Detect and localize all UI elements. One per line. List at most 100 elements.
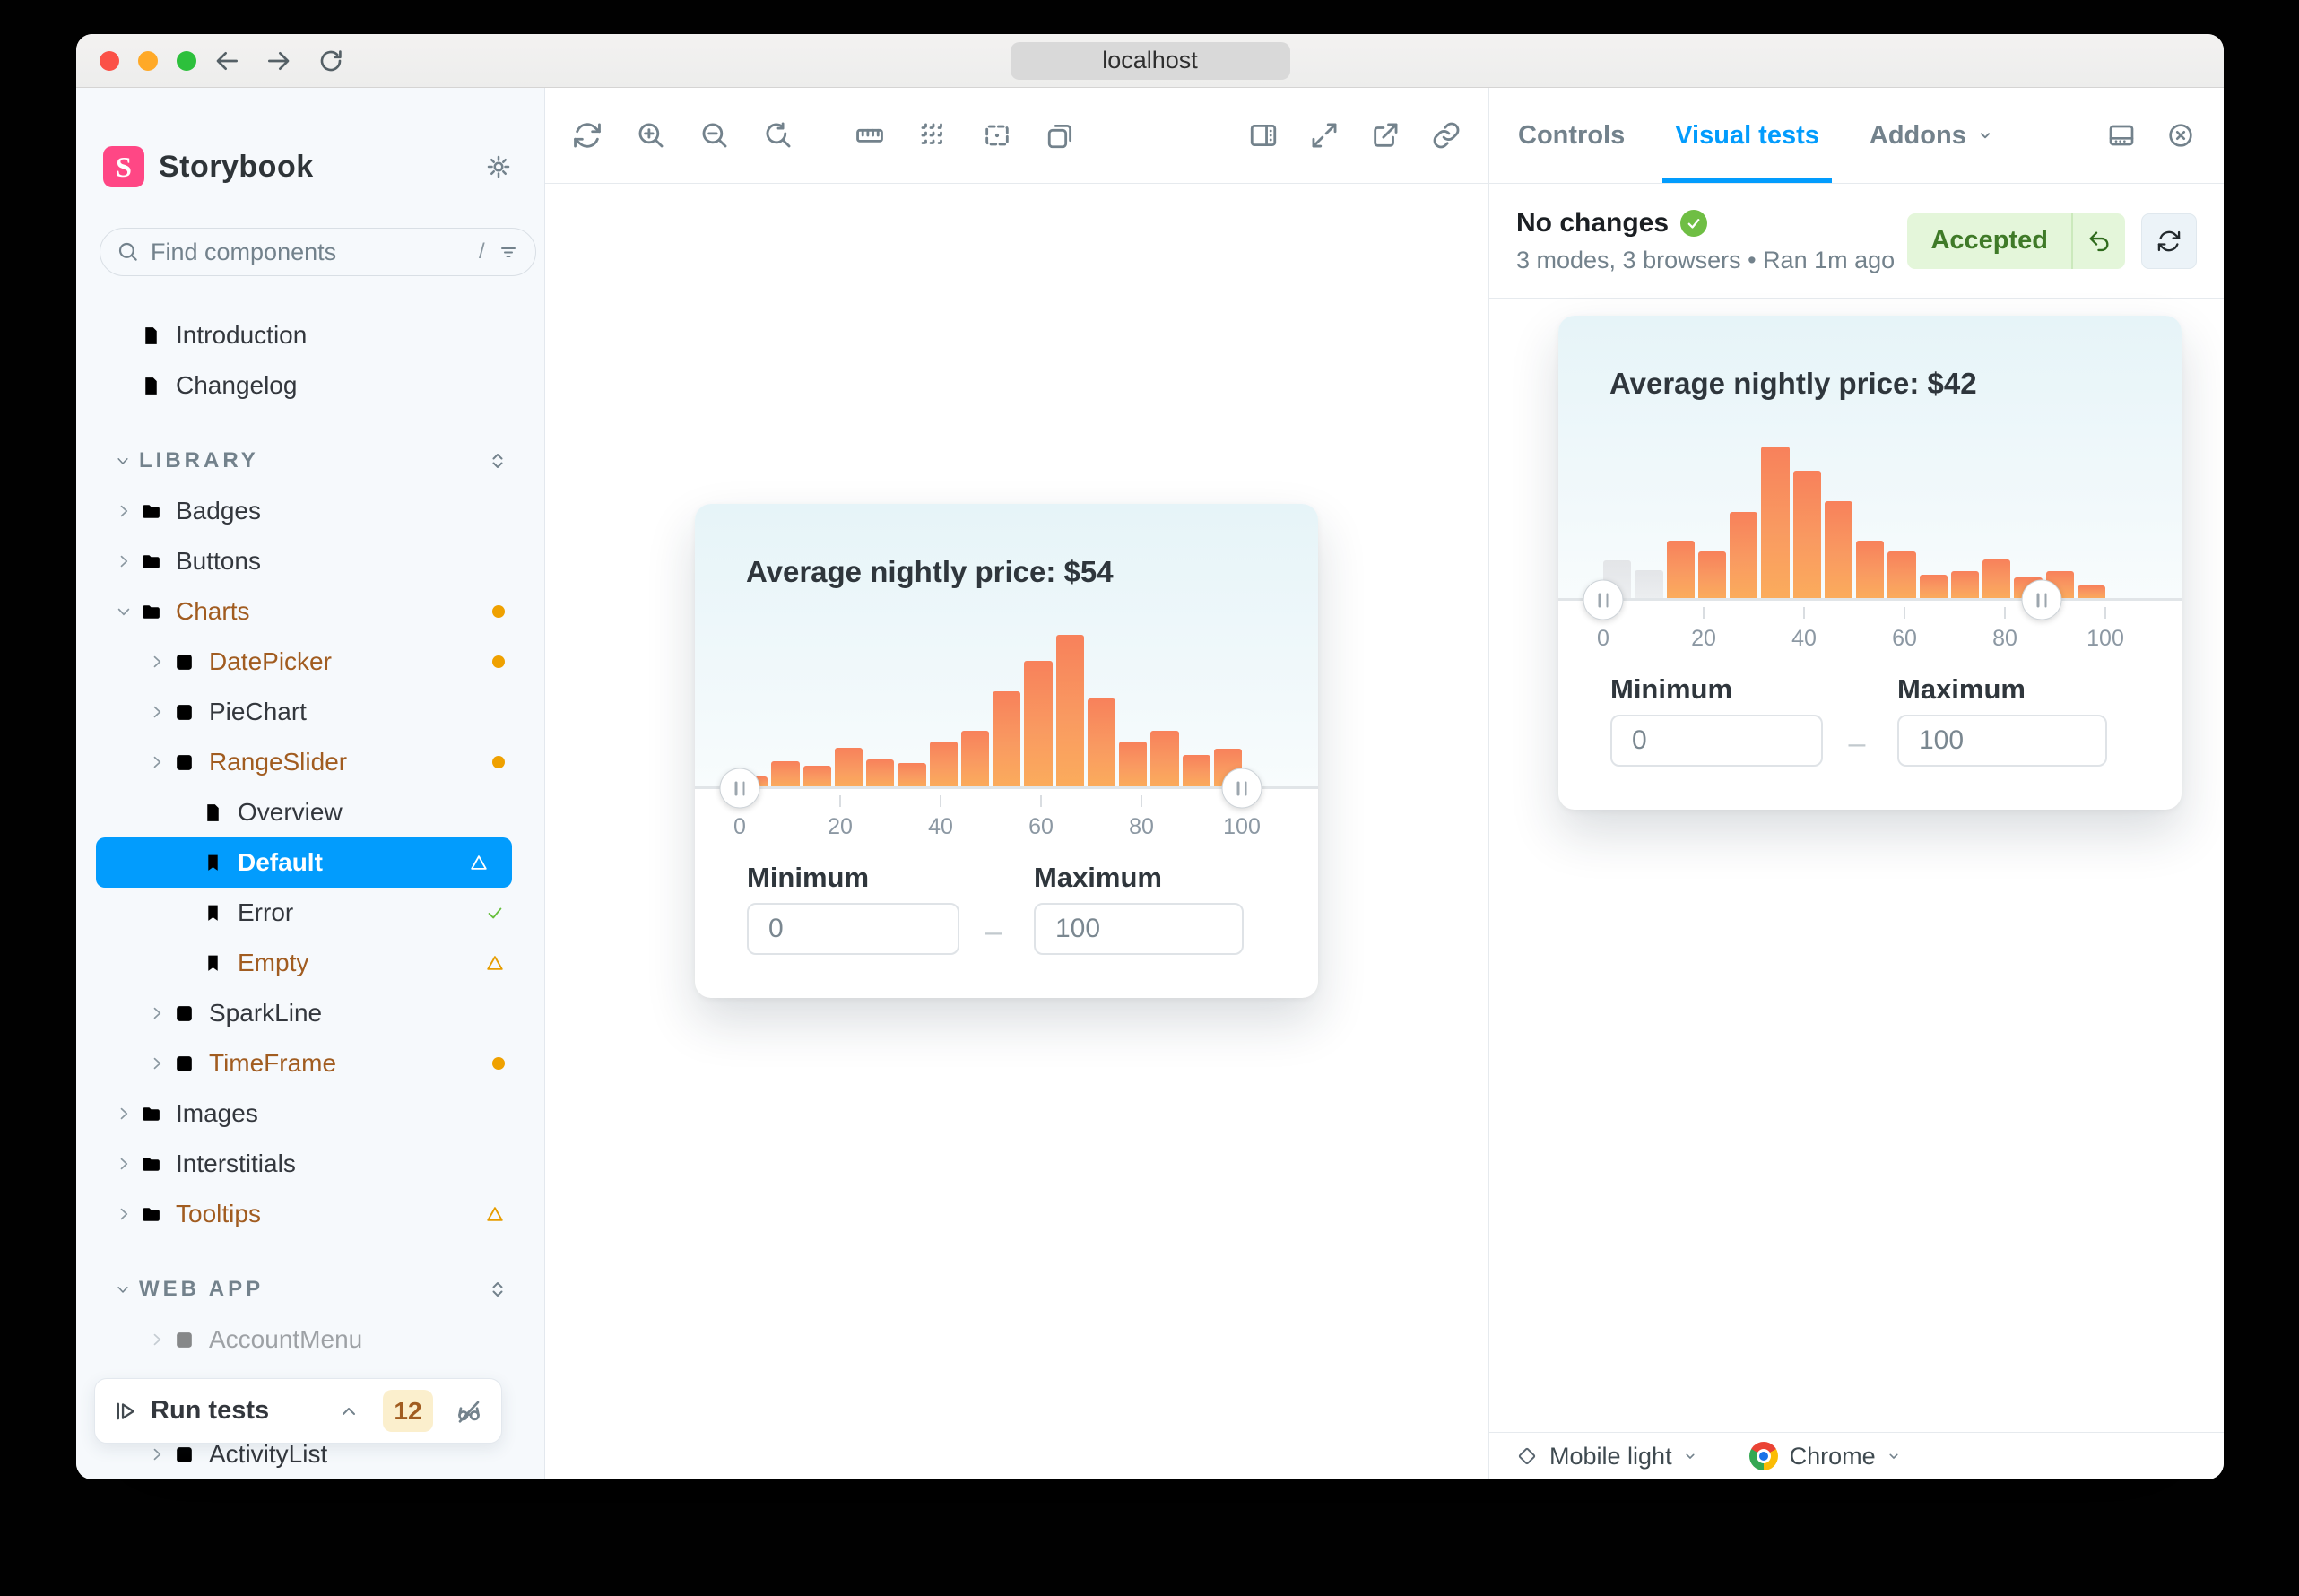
axis-tick-label: 0 [1597, 626, 1609, 651]
run-tests-bar[interactable]: Run tests 12 [94, 1378, 502, 1444]
tab-controls[interactable]: Controls [1518, 120, 1626, 150]
mode-selector[interactable]: Mobile light [1516, 1443, 1699, 1470]
panel-position-icon[interactable] [2107, 121, 2136, 150]
range-slider-handle[interactable] [719, 768, 760, 809]
slider-track[interactable] [695, 786, 1318, 789]
run-tests-play-icon[interactable] [113, 1399, 138, 1424]
browser-titlebar: localhost [76, 34, 2224, 88]
histogram-bar [1055, 635, 1084, 787]
histogram-bar [866, 759, 895, 787]
remount-icon[interactable] [572, 120, 603, 151]
maximum-input[interactable] [1897, 715, 2107, 767]
reload-icon[interactable] [317, 47, 345, 75]
sidebar-item-sparkline[interactable]: SparkLine [76, 988, 544, 1038]
expand-collapse-icon[interactable] [487, 450, 508, 472]
component-icon [173, 751, 195, 774]
chevron-down-icon [115, 453, 131, 469]
sidebar-item-piechart[interactable]: PieChart [76, 687, 544, 737]
sidebar-item-timeframe[interactable]: TimeFrame [76, 1038, 544, 1089]
component-icon [173, 651, 195, 673]
sidebar-item-accountmenu[interactable]: AccountMenu [76, 1314, 544, 1365]
sidebar-item-rangeslider[interactable]: RangeSlider [76, 737, 544, 787]
unaccept-button[interactable] [2071, 213, 2125, 269]
component-icon [173, 701, 195, 724]
sidebar-item-empty[interactable]: Empty [76, 938, 544, 988]
watch-mode-icon[interactable] [455, 1397, 483, 1426]
sidebar-item-images[interactable]: Images [76, 1089, 544, 1139]
test-count-badge[interactable]: 12 [383, 1390, 433, 1432]
histogram-area: Average nightly price: $54 [695, 504, 1318, 787]
sidebar-section-webapp[interactable]: WEB APP [76, 1264, 544, 1314]
storybook-logo-icon: S [103, 146, 144, 187]
tab-visual-tests[interactable]: Visual tests [1662, 88, 1832, 183]
sidebar-item-datepicker[interactable]: DatePicker [76, 637, 544, 687]
sidebar-item-overview[interactable]: Overview [76, 787, 544, 837]
slider-track[interactable] [1558, 598, 2182, 601]
back-icon[interactable] [213, 47, 241, 75]
range-slider-handle[interactable] [1221, 768, 1262, 809]
minimum-input[interactable] [747, 903, 959, 955]
chevron-up-icon[interactable] [338, 1401, 360, 1422]
axis-tick [1141, 795, 1142, 807]
chevron-right-icon [115, 1105, 133, 1123]
histogram-bar [802, 766, 831, 787]
sidebar-item-interstitials[interactable]: Interstitials [76, 1139, 544, 1189]
document-icon [140, 325, 162, 347]
close-window-button[interactable] [100, 51, 119, 71]
mode-diamond-icon [1516, 1445, 1538, 1467]
sidebar-item-introduction[interactable]: Introduction [76, 310, 544, 360]
accepted-label: Accepted [1930, 226, 2048, 255]
measure-icon[interactable] [855, 120, 885, 151]
filter-icon[interactable] [498, 241, 519, 263]
axis-tick [1040, 795, 1042, 807]
sidebar-item-tooltips[interactable]: Tooltips [76, 1189, 544, 1239]
chevron-right-icon [148, 1004, 166, 1022]
browser-selector[interactable]: Chrome [1748, 1442, 1903, 1470]
gear-icon[interactable] [485, 153, 512, 180]
zoom-in-icon[interactable] [636, 120, 666, 151]
open-new-tab-icon[interactable] [1370, 120, 1401, 151]
range-slider-handle[interactable] [2021, 579, 2062, 620]
expand-collapse-icon[interactable] [487, 1279, 508, 1300]
addons-panel: Controls Visual tests Addons No chang [1488, 88, 2224, 1479]
sidebar-item-error[interactable]: Error [76, 888, 544, 938]
minimum-input[interactable] [1610, 715, 1823, 767]
search-input[interactable] [151, 238, 468, 266]
sidebar-item-activitylist[interactable]: ActivityList [76, 1429, 544, 1479]
minimize-window-button[interactable] [138, 51, 158, 71]
grid-icon[interactable] [918, 120, 949, 151]
layers-icon[interactable] [1045, 120, 1076, 151]
copy-link-icon[interactable] [1431, 120, 1462, 151]
sidebar-item-charts[interactable]: Charts [76, 586, 544, 637]
zoom-out-icon[interactable] [699, 120, 730, 151]
address-bar[interactable]: localhost [1010, 41, 1290, 80]
tab-addons[interactable]: Addons [1870, 88, 1995, 183]
axis-tick-label: 20 [1691, 626, 1716, 651]
sidebar-item-changelog[interactable]: Changelog [76, 360, 544, 411]
maximum-input[interactable] [1034, 903, 1244, 955]
close-panel-icon[interactable] [2166, 121, 2195, 150]
fullscreen-icon[interactable] [1309, 120, 1340, 151]
outline-icon[interactable] [982, 120, 1012, 151]
axis-tick [2004, 607, 2006, 619]
range-dash: – [985, 915, 1002, 949]
folder-icon [140, 500, 162, 523]
rerun-tests-button[interactable] [2141, 213, 2197, 269]
sidebar-item-badges[interactable]: Badges [76, 486, 544, 536]
document-icon [202, 802, 224, 824]
address-text: localhost [1102, 47, 1198, 74]
forward-icon[interactable] [265, 47, 293, 75]
zoom-window-button[interactable] [177, 51, 196, 71]
search-box[interactable]: / [100, 228, 536, 276]
changed-dot-icon [492, 1057, 505, 1070]
panel-toggle-icon[interactable] [1248, 120, 1279, 151]
zoom-reset-icon[interactable] [763, 120, 794, 151]
range-slider-handle[interactable] [1583, 579, 1624, 620]
sidebar-item-buttons[interactable]: Buttons [76, 536, 544, 586]
accepted-button[interactable]: Accepted [1907, 213, 2125, 269]
component-icon [173, 1444, 195, 1466]
histogram-bar [1697, 551, 1726, 599]
sidebar-section-library[interactable]: LIBRARY [76, 436, 544, 486]
sidebar-item-default-selected[interactable]: Default [96, 837, 512, 888]
chevron-right-icon [148, 703, 166, 721]
